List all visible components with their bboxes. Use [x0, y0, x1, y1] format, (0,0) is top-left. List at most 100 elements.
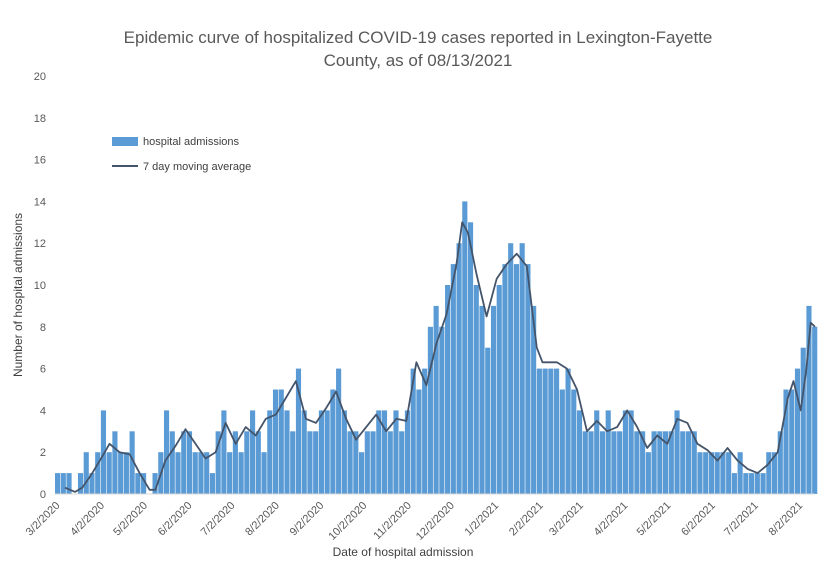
legend-swatch-admissions — [112, 137, 138, 146]
x-tick-label: 7/2/2021 — [722, 500, 761, 539]
admission-bar — [714, 452, 720, 494]
admission-bar — [175, 452, 181, 494]
admission-bar — [422, 368, 428, 494]
moving-average-line — [64, 221, 816, 493]
y-tick-label: 0 — [40, 489, 46, 501]
y-tick-label: 6 — [40, 364, 46, 376]
admission-bar — [663, 431, 669, 494]
admission-bar — [427, 326, 433, 494]
admission-bar — [640, 431, 646, 494]
x-tick-label: 3/2/2021 — [547, 500, 586, 539]
admission-bar — [467, 222, 474, 495]
admission-bar — [163, 410, 170, 494]
y-tick-label: 10 — [34, 280, 46, 292]
y-tick-label: 18 — [34, 113, 46, 125]
admission-bar — [582, 431, 588, 494]
admission-bar — [433, 305, 439, 494]
admission-bar — [743, 473, 749, 494]
admission-bar — [186, 431, 193, 494]
admission-bar — [261, 452, 267, 494]
y-tick-label: 14 — [34, 196, 46, 208]
x-tick-label: 5/2/2021 — [635, 500, 674, 539]
admission-bar — [169, 431, 175, 494]
legend-label-moving-average: 7 day moving average — [143, 161, 251, 173]
x-tick-label: 4/2/2020 — [68, 500, 107, 539]
admission-bar — [576, 410, 583, 494]
admission-bar — [364, 431, 370, 494]
admission-bar — [789, 389, 795, 494]
admission-bar — [611, 431, 617, 494]
admission-bar — [313, 431, 319, 494]
admission-bar — [519, 243, 525, 494]
admission-bar — [135, 473, 141, 494]
admission-bar — [783, 389, 789, 494]
admission-bar — [341, 410, 347, 494]
admission-bar — [393, 410, 399, 494]
y-axis-title: Number of hospital admissions — [11, 213, 25, 377]
chart-title-line-1: Epidemic curve of hospitalized COVID-19 … — [124, 28, 713, 47]
x-tick-label: 2/2/2021 — [507, 500, 546, 539]
admission-bar — [95, 452, 101, 494]
admission-bar — [771, 452, 778, 494]
admission-bar — [336, 368, 342, 494]
x-tick-label: 3/2/2020 — [24, 500, 63, 539]
admission-bar — [536, 368, 542, 494]
admission-bar — [634, 431, 640, 494]
admission-bar — [445, 285, 451, 494]
admission-bar — [77, 473, 84, 494]
admission-bar — [123, 452, 129, 494]
admission-bar — [812, 326, 818, 494]
admission-bar — [513, 264, 520, 494]
admission-bar — [473, 285, 479, 494]
admission-bar — [370, 431, 376, 494]
admission-bar — [410, 368, 416, 494]
admission-bar — [531, 305, 537, 494]
admission-bar — [404, 410, 411, 494]
admission-bar — [209, 473, 216, 494]
admission-bar — [697, 452, 703, 494]
admission-bar — [141, 473, 147, 494]
admission-bar — [198, 452, 204, 494]
admission-bar — [708, 452, 715, 494]
x-tick-label: 11/2/2020 — [371, 500, 414, 543]
x-tick-label: 4/2/2021 — [592, 500, 631, 539]
admission-bar — [267, 410, 273, 494]
x-tick-label: 10/2/2020 — [326, 500, 369, 543]
admission-bar — [118, 452, 124, 494]
admission-bar — [691, 431, 697, 494]
admission-bar — [181, 431, 187, 494]
admission-bar — [525, 264, 531, 494]
admission-bar — [83, 452, 89, 494]
x-axis-ticks: 3/2/2020 4/2/2020 5/2/2020 6/2/2020 7/2/2020… — [24, 500, 806, 543]
admission-bar — [726, 452, 732, 494]
admission-bar — [129, 431, 135, 494]
admission-bar — [760, 473, 766, 494]
moving-average-series — [64, 221, 816, 493]
admission-bar — [502, 264, 508, 494]
admission-bar — [565, 368, 571, 494]
admission-bar — [496, 285, 502, 494]
admission-bar — [330, 389, 336, 494]
admission-bar — [232, 431, 238, 494]
admission-bar — [749, 473, 755, 494]
admission-bar — [89, 473, 95, 494]
legend: hospital admissions 7 day moving average — [112, 136, 251, 173]
admission-bar — [290, 431, 296, 494]
admission-bar — [754, 473, 760, 494]
admission-bar — [55, 473, 61, 494]
x-tick-label: 6/2/2020 — [156, 500, 195, 539]
x-tick-label: 6/2/2021 — [679, 500, 718, 539]
y-tick-label: 16 — [34, 155, 46, 167]
admission-bar — [605, 410, 611, 494]
admission-bar — [284, 410, 290, 494]
admission-bar — [554, 368, 560, 494]
admission-bar — [485, 347, 491, 494]
admission-bar — [204, 452, 210, 494]
admission-bar — [416, 389, 422, 494]
y-tick-label: 20 — [34, 71, 46, 83]
admission-bar — [777, 431, 783, 494]
admission-bar — [347, 431, 353, 494]
admission-bar — [439, 326, 445, 494]
admission-bar — [227, 452, 233, 494]
